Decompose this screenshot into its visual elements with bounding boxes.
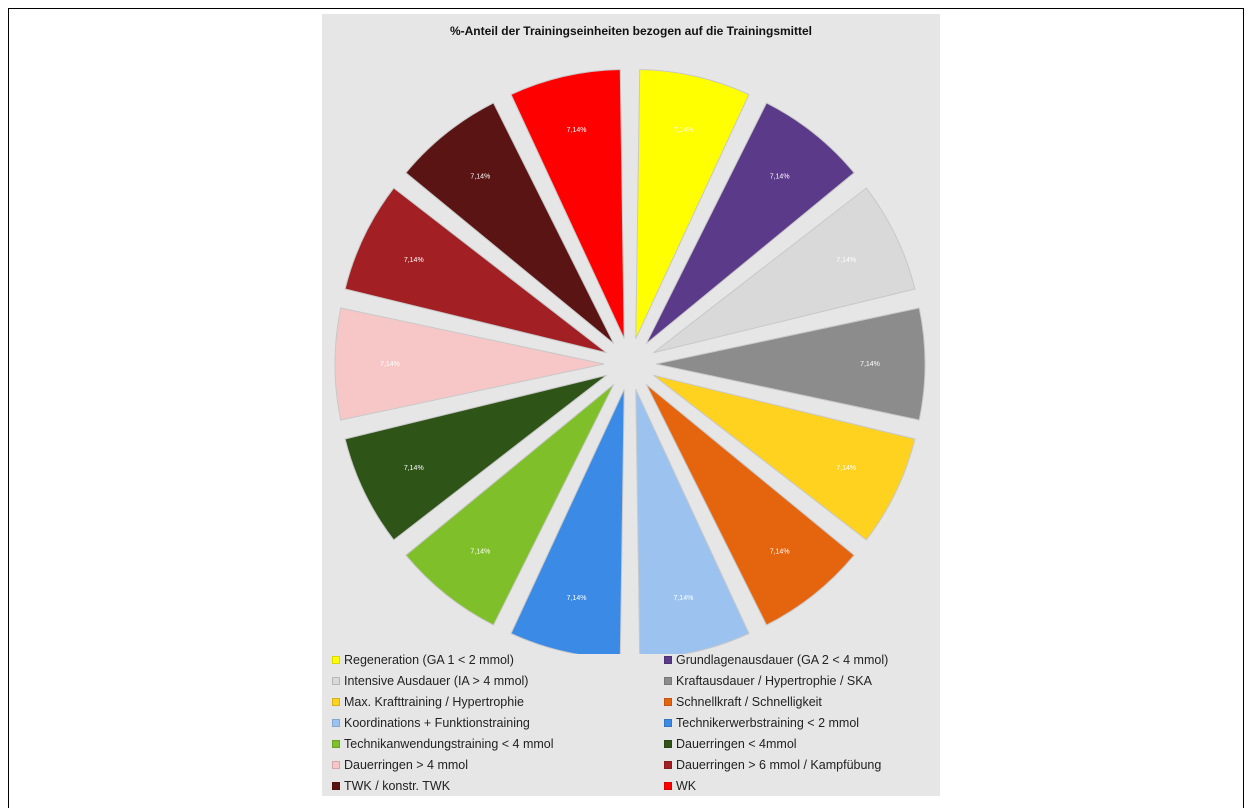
legend-label: Kraftausdauer / Hypertrophie / SKA [676,673,872,688]
legend-item: TWK / konstr. TWK [332,776,664,795]
legend-swatch [664,655,672,664]
pie-slice [334,307,605,421]
legend-label: Grundlagenausdauer (GA 2 < 4 mmol) [676,652,889,667]
legend-item: Grundlagenausdauer (GA 2 < 4 mmol) [664,650,932,669]
pie-slice [635,389,750,654]
legend-label: Max. Krafttraining / Hypertrophie [344,694,524,709]
slice-data-label: 7,14% [673,127,693,134]
pie-slice [645,102,855,345]
slice-data-label: 7,14% [470,549,490,556]
slice-data-label: 7,14% [836,465,856,472]
legend-swatch [332,697,340,706]
legend-item: Intensive Ausdauer (IA > 4 mmol) [332,671,664,690]
slice-data-label: 7,14% [860,361,880,368]
slice-data-label: 7,14% [404,465,424,472]
legend-swatch [332,655,340,664]
legend-item: Technikanwendungstraining < 4 mmol [332,734,664,753]
slice-data-label: 7,14% [836,257,856,264]
legend-item: Dauerringen > 4 mmol [332,755,664,774]
legend-swatch [332,760,340,769]
legend-item: Schnellkraft / Schnelligkeit [664,692,932,711]
slice-data-label: 7,14% [567,127,587,134]
legend-swatch [664,718,672,727]
pie-chart: 7,14% 7,14% 7,14% 7,14% 7,14% 7,14% 7,14% 7,14%… [334,69,926,654]
legend-swatch [332,676,340,685]
pie-slice [344,187,607,354]
chart-area: %-Anteil der Trainingseinheiten bezogen … [322,14,940,796]
legend-item: Dauerringen < 4mmol [664,734,932,753]
legend-label: Regeneration (GA 1 < 2 mmol) [344,652,514,667]
pie-slice [655,307,926,421]
legend-label: Dauerringen > 6 mmol / Kampfübung [676,757,882,772]
legend-label: Koordinations + Funktionstraining [344,715,530,730]
pie-slice [653,374,916,541]
legend-swatch [332,718,340,727]
legend-swatch [332,781,340,790]
legend-label: Technikanwendungstraining < 4 mmol [344,736,554,751]
legend-swatch [664,697,672,706]
legend-item: Technikerwerbstraining < 2 mmol [664,713,932,732]
legend-item: WK [664,776,932,795]
pie-slice [405,383,615,626]
legend-label: Technikerwerbstraining < 2 mmol [676,715,860,730]
legend-swatch [664,676,672,685]
legend-item: Dauerringen > 6 mmol / Kampfübung [664,755,932,774]
legend-label: WK [676,778,697,793]
pie-slice [645,383,855,626]
chart-title: %-Anteil der Trainingseinheiten bezogen … [449,24,813,38]
slice-data-label: 7,14% [673,595,693,602]
legend-label: TWK / konstr. TWK [344,778,451,793]
pie-slice [405,102,615,345]
pie-slice [510,69,625,339]
legend-label: Schnellkraft / Schnelligkeit [676,694,822,709]
legend-swatch [664,760,672,769]
legend: Regeneration (GA 1 < 2 mmol) Grundlagenau… [332,650,932,795]
legend-swatch [664,781,672,790]
slice-data-label: 7,14% [770,173,790,180]
legend-item: Kraftausdauer / Hypertrophie / SKA [664,671,932,690]
pie-slice [653,187,916,354]
slice-data-label: 7,14% [404,257,424,264]
legend-item: Regeneration (GA 1 < 2 mmol) [332,650,664,669]
pie-slice [344,374,607,541]
legend-item: Max. Krafttraining / Hypertrophie [332,692,664,711]
slice-data-label: 7,14% [380,361,400,368]
legend-swatch [664,739,672,748]
legend-label: Dauerringen > 4 mmol [344,757,469,772]
legend-item: Koordinations + Funktionstraining [332,713,664,732]
pie-slice [510,389,625,654]
legend-label: Intensive Ausdauer (IA > 4 mmol) [344,673,529,688]
page-frame [8,8,1244,808]
legend-label: Dauerringen < 4mmol [676,736,797,751]
slice-data-label: 7,14% [470,173,490,180]
slice-data-label: 7,14% [567,595,587,602]
pie-slice [635,69,750,339]
legend-swatch [332,739,340,748]
slice-data-label: 7,14% [770,549,790,556]
